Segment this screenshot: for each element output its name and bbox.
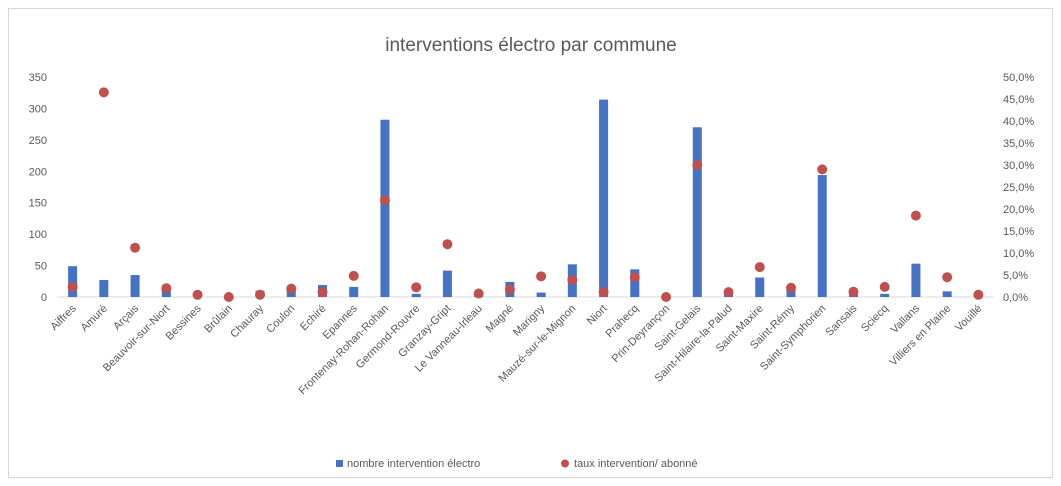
right-tick-label: 50,0% xyxy=(1003,72,1034,84)
bar xyxy=(911,263,921,297)
dot xyxy=(817,164,828,175)
dot xyxy=(192,289,203,300)
right-tick-label: 15,0% xyxy=(1003,226,1034,238)
right-axis-ticks: 0,0% 5,0% 10,0% 15,0% 20,0% 25,0% 30,0% 35,0% 40… xyxy=(1003,72,1034,304)
dot xyxy=(785,282,796,293)
bar-series xyxy=(68,99,983,298)
bar xyxy=(411,293,421,297)
bar xyxy=(599,99,609,297)
dot xyxy=(942,272,953,283)
bar xyxy=(880,293,890,297)
dot xyxy=(661,292,672,302)
left-tick-label: 50 xyxy=(35,261,47,273)
category-label: Niort xyxy=(585,303,610,328)
chart-title: interventions électro par commune xyxy=(385,35,676,56)
category-label: Bessines xyxy=(164,302,204,342)
category-label: Aiffres xyxy=(48,302,79,333)
bar xyxy=(380,119,390,297)
category-label: Sciecq xyxy=(859,303,891,335)
category-labels: Aiffres Amuré ArçaisBeauvoir-sur-NiortBess… xyxy=(48,302,984,397)
bar xyxy=(68,266,78,297)
left-tick-label: 150 xyxy=(29,198,47,210)
left-tick-label: 300 xyxy=(29,103,47,115)
dot xyxy=(973,289,984,300)
dot xyxy=(848,286,859,297)
left-tick-label: 350 xyxy=(29,72,47,84)
bar xyxy=(536,292,546,297)
legend-dot-label: taux intervention/ abonné xyxy=(574,458,698,470)
dot xyxy=(442,239,453,250)
dot xyxy=(317,287,328,298)
legend-bar-swatch xyxy=(336,460,343,467)
chart-frame: interventions électro par commune 0 50 100… xyxy=(8,8,1053,478)
bar xyxy=(786,289,796,297)
legend-bar-label: nombre intervention électro xyxy=(347,458,480,470)
bar xyxy=(817,175,827,297)
dot xyxy=(130,242,141,253)
dot xyxy=(348,270,359,281)
dot xyxy=(723,287,734,298)
category-label: Sansais xyxy=(823,302,860,339)
right-tick-label: 10,0% xyxy=(1003,248,1034,260)
dot xyxy=(67,281,78,292)
category-label: Vouillé xyxy=(953,303,984,334)
dot xyxy=(411,282,422,293)
bar xyxy=(942,291,952,297)
dot xyxy=(692,160,703,170)
dot xyxy=(379,195,390,206)
dot xyxy=(567,274,578,285)
bar xyxy=(692,127,702,298)
left-tick-label: 250 xyxy=(29,135,47,147)
right-tick-label: 35,0% xyxy=(1003,138,1034,150)
bar xyxy=(130,275,140,297)
dot xyxy=(598,287,609,298)
left-tick-label: 200 xyxy=(29,166,47,178)
bar xyxy=(349,286,359,297)
right-tick-label: 20,0% xyxy=(1003,204,1034,216)
category-label: Coulon xyxy=(264,303,297,336)
dot xyxy=(98,87,109,98)
dot xyxy=(161,283,172,294)
combo-chart: interventions électro par commune 0 50 100… xyxy=(29,35,1035,470)
bar xyxy=(442,270,452,297)
dot xyxy=(223,292,234,302)
left-tick-label: 0 xyxy=(41,292,47,304)
dot xyxy=(255,289,266,300)
category-label: Amuré xyxy=(79,303,110,334)
dot xyxy=(286,283,297,294)
right-tick-label: 25,0% xyxy=(1003,182,1034,194)
legend-dot-swatch xyxy=(561,459,569,468)
left-axis-ticks: 0 50 100 150 200 250 300 350 xyxy=(29,72,47,304)
left-tick-label: 100 xyxy=(29,229,47,241)
bar xyxy=(99,280,109,297)
bar xyxy=(630,269,640,297)
right-tick-label: 30,0% xyxy=(1003,160,1034,172)
right-tick-label: 45,0% xyxy=(1003,94,1034,106)
dot xyxy=(504,284,515,295)
right-tick-label: 40,0% xyxy=(1003,116,1034,128)
dot xyxy=(879,281,890,292)
dot xyxy=(629,272,640,283)
dot-series xyxy=(67,87,984,302)
dot xyxy=(536,271,547,282)
dot xyxy=(473,288,484,299)
category-label: Chauray xyxy=(228,302,266,340)
right-tick-label: 5,0% xyxy=(1003,270,1028,282)
legend: nombre intervention électro taux interve… xyxy=(336,458,698,470)
right-tick-label: 0,0% xyxy=(1003,292,1028,304)
category-label: Arçais xyxy=(111,302,141,332)
dot xyxy=(754,262,765,273)
bar xyxy=(755,277,765,297)
dot xyxy=(910,210,921,221)
